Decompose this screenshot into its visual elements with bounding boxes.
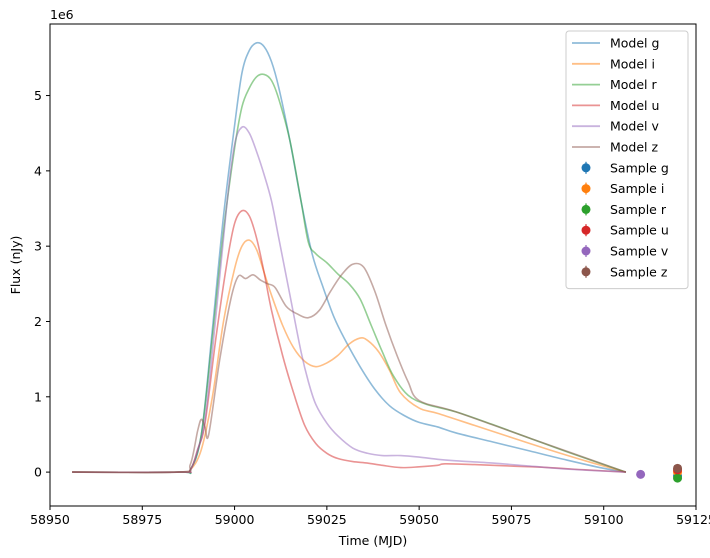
legend-label-model-v: Model v <box>610 119 660 134</box>
legend-label-model-i: Model i <box>610 56 655 71</box>
y-tick-label: 3 <box>34 239 42 254</box>
legend-label-sample-z: Sample z <box>610 264 668 279</box>
y-axis: 0 1 2 3 4 5 <box>34 88 50 480</box>
y-tick-label: 0 <box>34 465 42 480</box>
legend-swatch-sample-u <box>581 225 591 235</box>
legend-swatch-sample-z <box>581 267 591 277</box>
legend-box <box>565 30 689 290</box>
x-tick-label: 59075 <box>492 512 532 527</box>
legend: Model g Model i Model r Model u Model v Model… <box>565 30 689 290</box>
axes-frame <box>49 23 697 507</box>
x-tick-label: 59025 <box>307 512 347 527</box>
legend-label-model-z: Model z <box>610 140 659 155</box>
series-line-model-i <box>72 239 627 474</box>
data-point-sample-v <box>636 469 646 479</box>
legend-label-sample-g: Sample g <box>610 160 669 175</box>
legend-label-sample-u: Sample u <box>610 223 669 238</box>
series-line-model-z <box>72 262 627 474</box>
x-tick-label: 59125 <box>676 512 710 527</box>
y-tick-label: 1 <box>34 389 42 404</box>
sample-points <box>636 463 683 483</box>
y-axis-label: Flux (nJy) <box>8 236 23 295</box>
legend-label-model-r: Model r <box>610 77 658 92</box>
legend-label-model-g: Model g <box>610 36 659 51</box>
x-tick-label: 59100 <box>584 512 624 527</box>
x-tick-label: 58975 <box>122 512 162 527</box>
series-line-model-v <box>72 125 626 474</box>
x-tick-label: 59050 <box>399 512 439 527</box>
series-line-model-g <box>72 41 626 475</box>
legend-swatch-sample-v <box>581 246 591 256</box>
plot-area <box>72 41 627 475</box>
legend-label-sample-r: Sample r <box>610 202 667 217</box>
legend-label-sample-i: Sample i <box>610 181 664 196</box>
x-tick-label: 58950 <box>30 512 70 527</box>
legend-label-sample-v: Sample v <box>610 244 669 259</box>
y-tick-label: 2 <box>34 314 42 329</box>
legend-swatch-sample-g <box>581 163 591 173</box>
legend-swatch-sample-i <box>581 184 591 194</box>
data-point-sample-r <box>673 473 683 483</box>
y-tick-label: 4 <box>34 163 42 178</box>
x-axis-label: Time (MJD) <box>338 533 407 548</box>
data-point-sample-z <box>673 463 683 473</box>
legend-label-model-u: Model u <box>610 98 659 113</box>
y-tick-label: 5 <box>34 88 42 103</box>
x-axis: 58950 58975 59000 59025 59050 59075 59100 59125 <box>30 506 710 527</box>
legend-swatch-sample-r <box>581 204 591 214</box>
x-tick-label: 59000 <box>215 512 255 527</box>
y-offset-label: 1e6 <box>50 7 74 22</box>
series-line-model-u <box>72 209 626 474</box>
series-line-model-r <box>72 73 627 475</box>
